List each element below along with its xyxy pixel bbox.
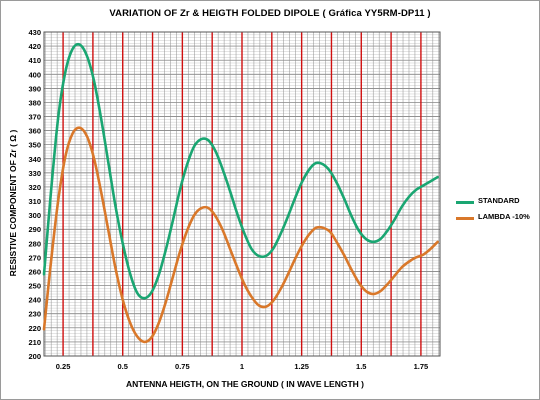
series-line-lambda <box>42 126 439 344</box>
y-tick-label: 210 <box>28 338 41 347</box>
y-tick-label: 390 <box>28 84 41 93</box>
y-tick-label: 360 <box>28 127 41 136</box>
y-tick-label: 300 <box>28 211 41 220</box>
legend-swatch-lambda <box>456 217 474 220</box>
x-axis-label: ANTENNA HEIGTH, ON THE GROUND ( IN WAVE … <box>126 379 364 389</box>
x-tick-label: 1.5 <box>356 362 366 371</box>
x-tick-label: 0.75 <box>175 362 190 371</box>
y-tick-label: 340 <box>28 155 41 164</box>
series-line-standard <box>42 42 439 300</box>
y-tick-label: 330 <box>28 169 41 178</box>
y-tick-label: 380 <box>28 98 41 107</box>
plot-border <box>43 31 441 357</box>
y-tick-label: 280 <box>28 239 41 248</box>
y-tick-label: 320 <box>28 183 41 192</box>
x-tick-label: 1.75 <box>414 362 429 371</box>
x-tick-label: 0.25 <box>56 362 71 371</box>
y-tick-label: 250 <box>28 282 41 291</box>
y-tick-label: 240 <box>28 296 41 305</box>
legend-swatch-standard <box>456 201 474 204</box>
y-tick-label: 400 <box>28 70 41 79</box>
x-tick-label: 1 <box>240 362 244 371</box>
y-tick-label: 270 <box>28 253 41 262</box>
y-tick-label: 420 <box>28 42 41 51</box>
y-tick-label: 370 <box>28 113 41 122</box>
x-tick-label: 0.5 <box>118 362 128 371</box>
y-tick-label: 410 <box>28 56 41 65</box>
y-tick-label: 230 <box>28 310 41 319</box>
x-tick-label: 1.25 <box>294 362 309 371</box>
y-tick-label: 220 <box>28 324 41 333</box>
y-tick-label: 260 <box>28 267 41 276</box>
y-tick-label: 200 <box>28 352 41 361</box>
chart-title: VARIATION OF Zr & HEIGTH FOLDED DIPOLE (… <box>109 8 431 19</box>
legend-label-lambda: LAMBDA -10% <box>478 212 530 221</box>
y-tick-label: 290 <box>28 225 41 234</box>
y-tick-label: 310 <box>28 197 41 206</box>
legend-label-standard: STANDARD <box>478 196 520 205</box>
y-tick-label: 350 <box>28 141 41 150</box>
y-tick-label: 430 <box>28 28 41 37</box>
